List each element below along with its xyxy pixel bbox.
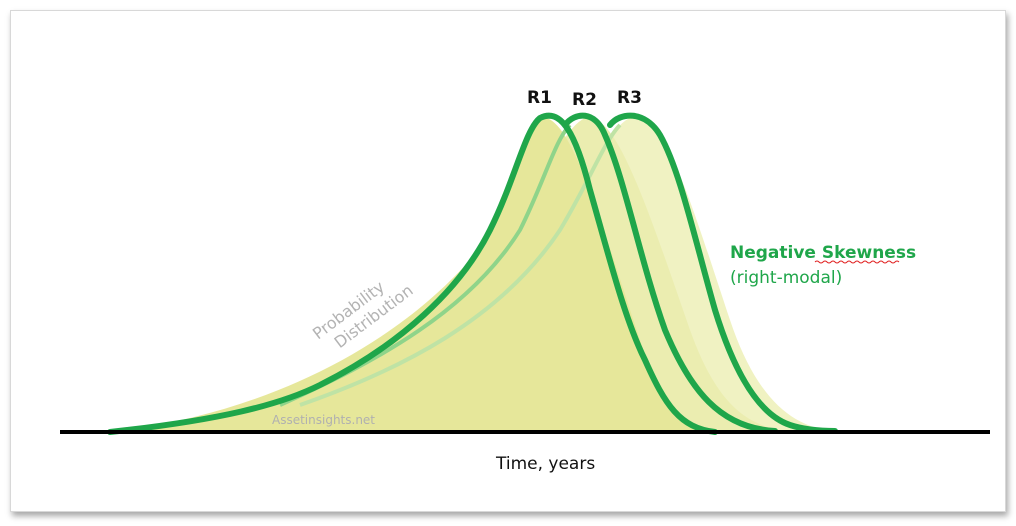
- curve-r2-outline: [562, 112, 778, 434]
- annotation-title: Negative Skewness: [730, 243, 916, 263]
- curve-label-r2: R2: [572, 90, 597, 110]
- watermark: Assetinsights.net: [272, 413, 375, 427]
- curve-r1-area: [110, 117, 715, 432]
- curve-r1-outline: [107, 112, 718, 435]
- curve-label-r3: R3: [617, 88, 642, 108]
- curve-r3-left-stroke: [299, 123, 622, 407]
- x-axis-title: Time, years: [495, 454, 595, 474]
- spell-underline: [814, 260, 900, 264]
- annotation-subtitle: (right-modal): [730, 268, 842, 288]
- curve-r3-outline: [607, 112, 838, 434]
- curve-label-r1: R1: [527, 88, 552, 108]
